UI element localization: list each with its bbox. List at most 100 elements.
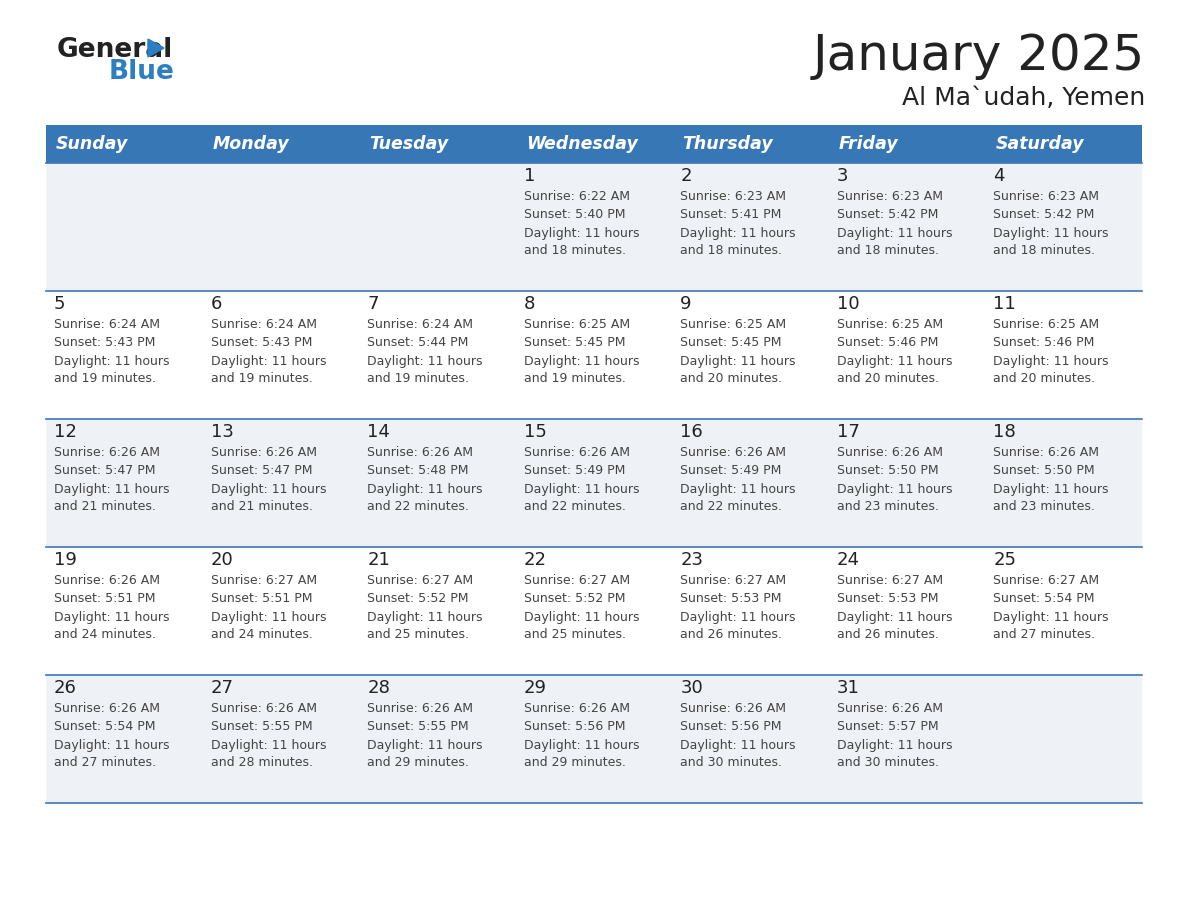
Text: 20: 20	[210, 551, 233, 569]
Text: Sunrise: 6:26 AM: Sunrise: 6:26 AM	[681, 702, 786, 715]
Text: 19: 19	[53, 551, 77, 569]
Text: Daylight: 11 hours: Daylight: 11 hours	[53, 483, 170, 496]
Text: Sunset: 5:40 PM: Sunset: 5:40 PM	[524, 208, 625, 221]
Text: Daylight: 11 hours: Daylight: 11 hours	[367, 354, 482, 367]
Text: Friday: Friday	[839, 135, 898, 153]
Text: Sunset: 5:49 PM: Sunset: 5:49 PM	[524, 465, 625, 477]
Text: and 23 minutes.: and 23 minutes.	[836, 500, 939, 513]
Text: Sunset: 5:43 PM: Sunset: 5:43 PM	[53, 337, 156, 350]
Text: Daylight: 11 hours: Daylight: 11 hours	[836, 227, 953, 240]
Text: 18: 18	[993, 423, 1016, 441]
Text: and 25 minutes.: and 25 minutes.	[524, 629, 626, 642]
Text: Daylight: 11 hours: Daylight: 11 hours	[681, 738, 796, 752]
Text: Sunset: 5:57 PM: Sunset: 5:57 PM	[836, 721, 939, 733]
Text: Sunrise: 6:26 AM: Sunrise: 6:26 AM	[53, 702, 160, 715]
Text: Daylight: 11 hours: Daylight: 11 hours	[210, 738, 326, 752]
Text: Sunset: 5:51 PM: Sunset: 5:51 PM	[53, 592, 156, 606]
Text: Daylight: 11 hours: Daylight: 11 hours	[53, 738, 170, 752]
Text: Sunset: 5:42 PM: Sunset: 5:42 PM	[836, 208, 939, 221]
Text: and 18 minutes.: and 18 minutes.	[993, 244, 1095, 258]
Text: and 27 minutes.: and 27 minutes.	[993, 629, 1095, 642]
Text: and 26 minutes.: and 26 minutes.	[681, 629, 782, 642]
Text: 27: 27	[210, 679, 234, 697]
Text: Sunrise: 6:26 AM: Sunrise: 6:26 AM	[836, 446, 943, 460]
Text: and 19 minutes.: and 19 minutes.	[53, 373, 156, 386]
Text: Sunrise: 6:27 AM: Sunrise: 6:27 AM	[993, 575, 1100, 588]
Text: 23: 23	[681, 551, 703, 569]
Text: Daylight: 11 hours: Daylight: 11 hours	[993, 227, 1108, 240]
Text: Sunset: 5:46 PM: Sunset: 5:46 PM	[836, 337, 939, 350]
Text: Sunset: 5:55 PM: Sunset: 5:55 PM	[210, 721, 312, 733]
Text: Sunset: 5:50 PM: Sunset: 5:50 PM	[993, 465, 1095, 477]
Text: Sunrise: 6:27 AM: Sunrise: 6:27 AM	[210, 575, 317, 588]
Text: Daylight: 11 hours: Daylight: 11 hours	[681, 483, 796, 496]
FancyBboxPatch shape	[46, 125, 1142, 163]
Text: Daylight: 11 hours: Daylight: 11 hours	[836, 610, 953, 623]
Text: Daylight: 11 hours: Daylight: 11 hours	[367, 610, 482, 623]
Text: Al Ma`udah, Yemen: Al Ma`udah, Yemen	[902, 86, 1145, 110]
Text: Sunset: 5:53 PM: Sunset: 5:53 PM	[836, 592, 939, 606]
Text: 25: 25	[993, 551, 1017, 569]
Text: Sunrise: 6:25 AM: Sunrise: 6:25 AM	[836, 319, 943, 331]
Text: Sunrise: 6:23 AM: Sunrise: 6:23 AM	[993, 191, 1099, 204]
Text: Daylight: 11 hours: Daylight: 11 hours	[524, 227, 639, 240]
Text: and 20 minutes.: and 20 minutes.	[993, 373, 1095, 386]
Text: and 19 minutes.: and 19 minutes.	[210, 373, 312, 386]
Text: Sunset: 5:54 PM: Sunset: 5:54 PM	[993, 592, 1095, 606]
Text: Daylight: 11 hours: Daylight: 11 hours	[681, 610, 796, 623]
Text: 26: 26	[53, 679, 77, 697]
Text: and 22 minutes.: and 22 minutes.	[367, 500, 469, 513]
Text: and 30 minutes.: and 30 minutes.	[836, 756, 939, 769]
Text: Sunset: 5:41 PM: Sunset: 5:41 PM	[681, 208, 782, 221]
Text: 30: 30	[681, 679, 703, 697]
Text: Sunset: 5:56 PM: Sunset: 5:56 PM	[524, 721, 625, 733]
Text: 21: 21	[367, 551, 390, 569]
Text: Sunrise: 6:26 AM: Sunrise: 6:26 AM	[681, 446, 786, 460]
Text: and 22 minutes.: and 22 minutes.	[681, 500, 782, 513]
Text: Sunrise: 6:25 AM: Sunrise: 6:25 AM	[993, 319, 1100, 331]
Text: Sunrise: 6:26 AM: Sunrise: 6:26 AM	[367, 702, 473, 715]
Text: 4: 4	[993, 167, 1005, 185]
Text: Daylight: 11 hours: Daylight: 11 hours	[836, 354, 953, 367]
Text: Sunset: 5:48 PM: Sunset: 5:48 PM	[367, 465, 468, 477]
Text: and 21 minutes.: and 21 minutes.	[53, 500, 156, 513]
Text: Sunrise: 6:22 AM: Sunrise: 6:22 AM	[524, 191, 630, 204]
Text: Sunrise: 6:27 AM: Sunrise: 6:27 AM	[367, 575, 473, 588]
Text: Sunset: 5:45 PM: Sunset: 5:45 PM	[681, 337, 782, 350]
Text: 31: 31	[836, 679, 860, 697]
Text: 22: 22	[524, 551, 546, 569]
Text: Sunset: 5:52 PM: Sunset: 5:52 PM	[524, 592, 625, 606]
Text: Daylight: 11 hours: Daylight: 11 hours	[681, 354, 796, 367]
Text: Daylight: 11 hours: Daylight: 11 hours	[367, 738, 482, 752]
FancyBboxPatch shape	[46, 291, 1142, 419]
Text: Daylight: 11 hours: Daylight: 11 hours	[836, 483, 953, 496]
Text: 9: 9	[681, 295, 691, 313]
Text: 11: 11	[993, 295, 1016, 313]
Text: Sunrise: 6:24 AM: Sunrise: 6:24 AM	[53, 319, 160, 331]
Text: Daylight: 11 hours: Daylight: 11 hours	[836, 738, 953, 752]
Text: Tuesday: Tuesday	[369, 135, 448, 153]
Text: 28: 28	[367, 679, 390, 697]
Text: Sunrise: 6:27 AM: Sunrise: 6:27 AM	[681, 575, 786, 588]
Text: and 20 minutes.: and 20 minutes.	[681, 373, 782, 386]
Text: Daylight: 11 hours: Daylight: 11 hours	[681, 227, 796, 240]
Text: Sunrise: 6:27 AM: Sunrise: 6:27 AM	[836, 575, 943, 588]
Text: Sunrise: 6:26 AM: Sunrise: 6:26 AM	[993, 446, 1099, 460]
Text: Sunset: 5:46 PM: Sunset: 5:46 PM	[993, 337, 1095, 350]
Text: 10: 10	[836, 295, 859, 313]
Text: Sunset: 5:47 PM: Sunset: 5:47 PM	[53, 465, 156, 477]
Text: General: General	[57, 37, 173, 63]
Text: Daylight: 11 hours: Daylight: 11 hours	[993, 483, 1108, 496]
Text: 1: 1	[524, 167, 535, 185]
Text: 5: 5	[53, 295, 65, 313]
Text: Daylight: 11 hours: Daylight: 11 hours	[993, 610, 1108, 623]
Text: Sunset: 5:44 PM: Sunset: 5:44 PM	[367, 337, 468, 350]
Text: Daylight: 11 hours: Daylight: 11 hours	[210, 483, 326, 496]
Text: Sunrise: 6:26 AM: Sunrise: 6:26 AM	[524, 702, 630, 715]
FancyBboxPatch shape	[46, 675, 1142, 803]
Text: Sunset: 5:52 PM: Sunset: 5:52 PM	[367, 592, 468, 606]
Text: 15: 15	[524, 423, 546, 441]
Text: 13: 13	[210, 423, 234, 441]
Text: Blue: Blue	[109, 59, 175, 85]
Text: Daylight: 11 hours: Daylight: 11 hours	[524, 610, 639, 623]
